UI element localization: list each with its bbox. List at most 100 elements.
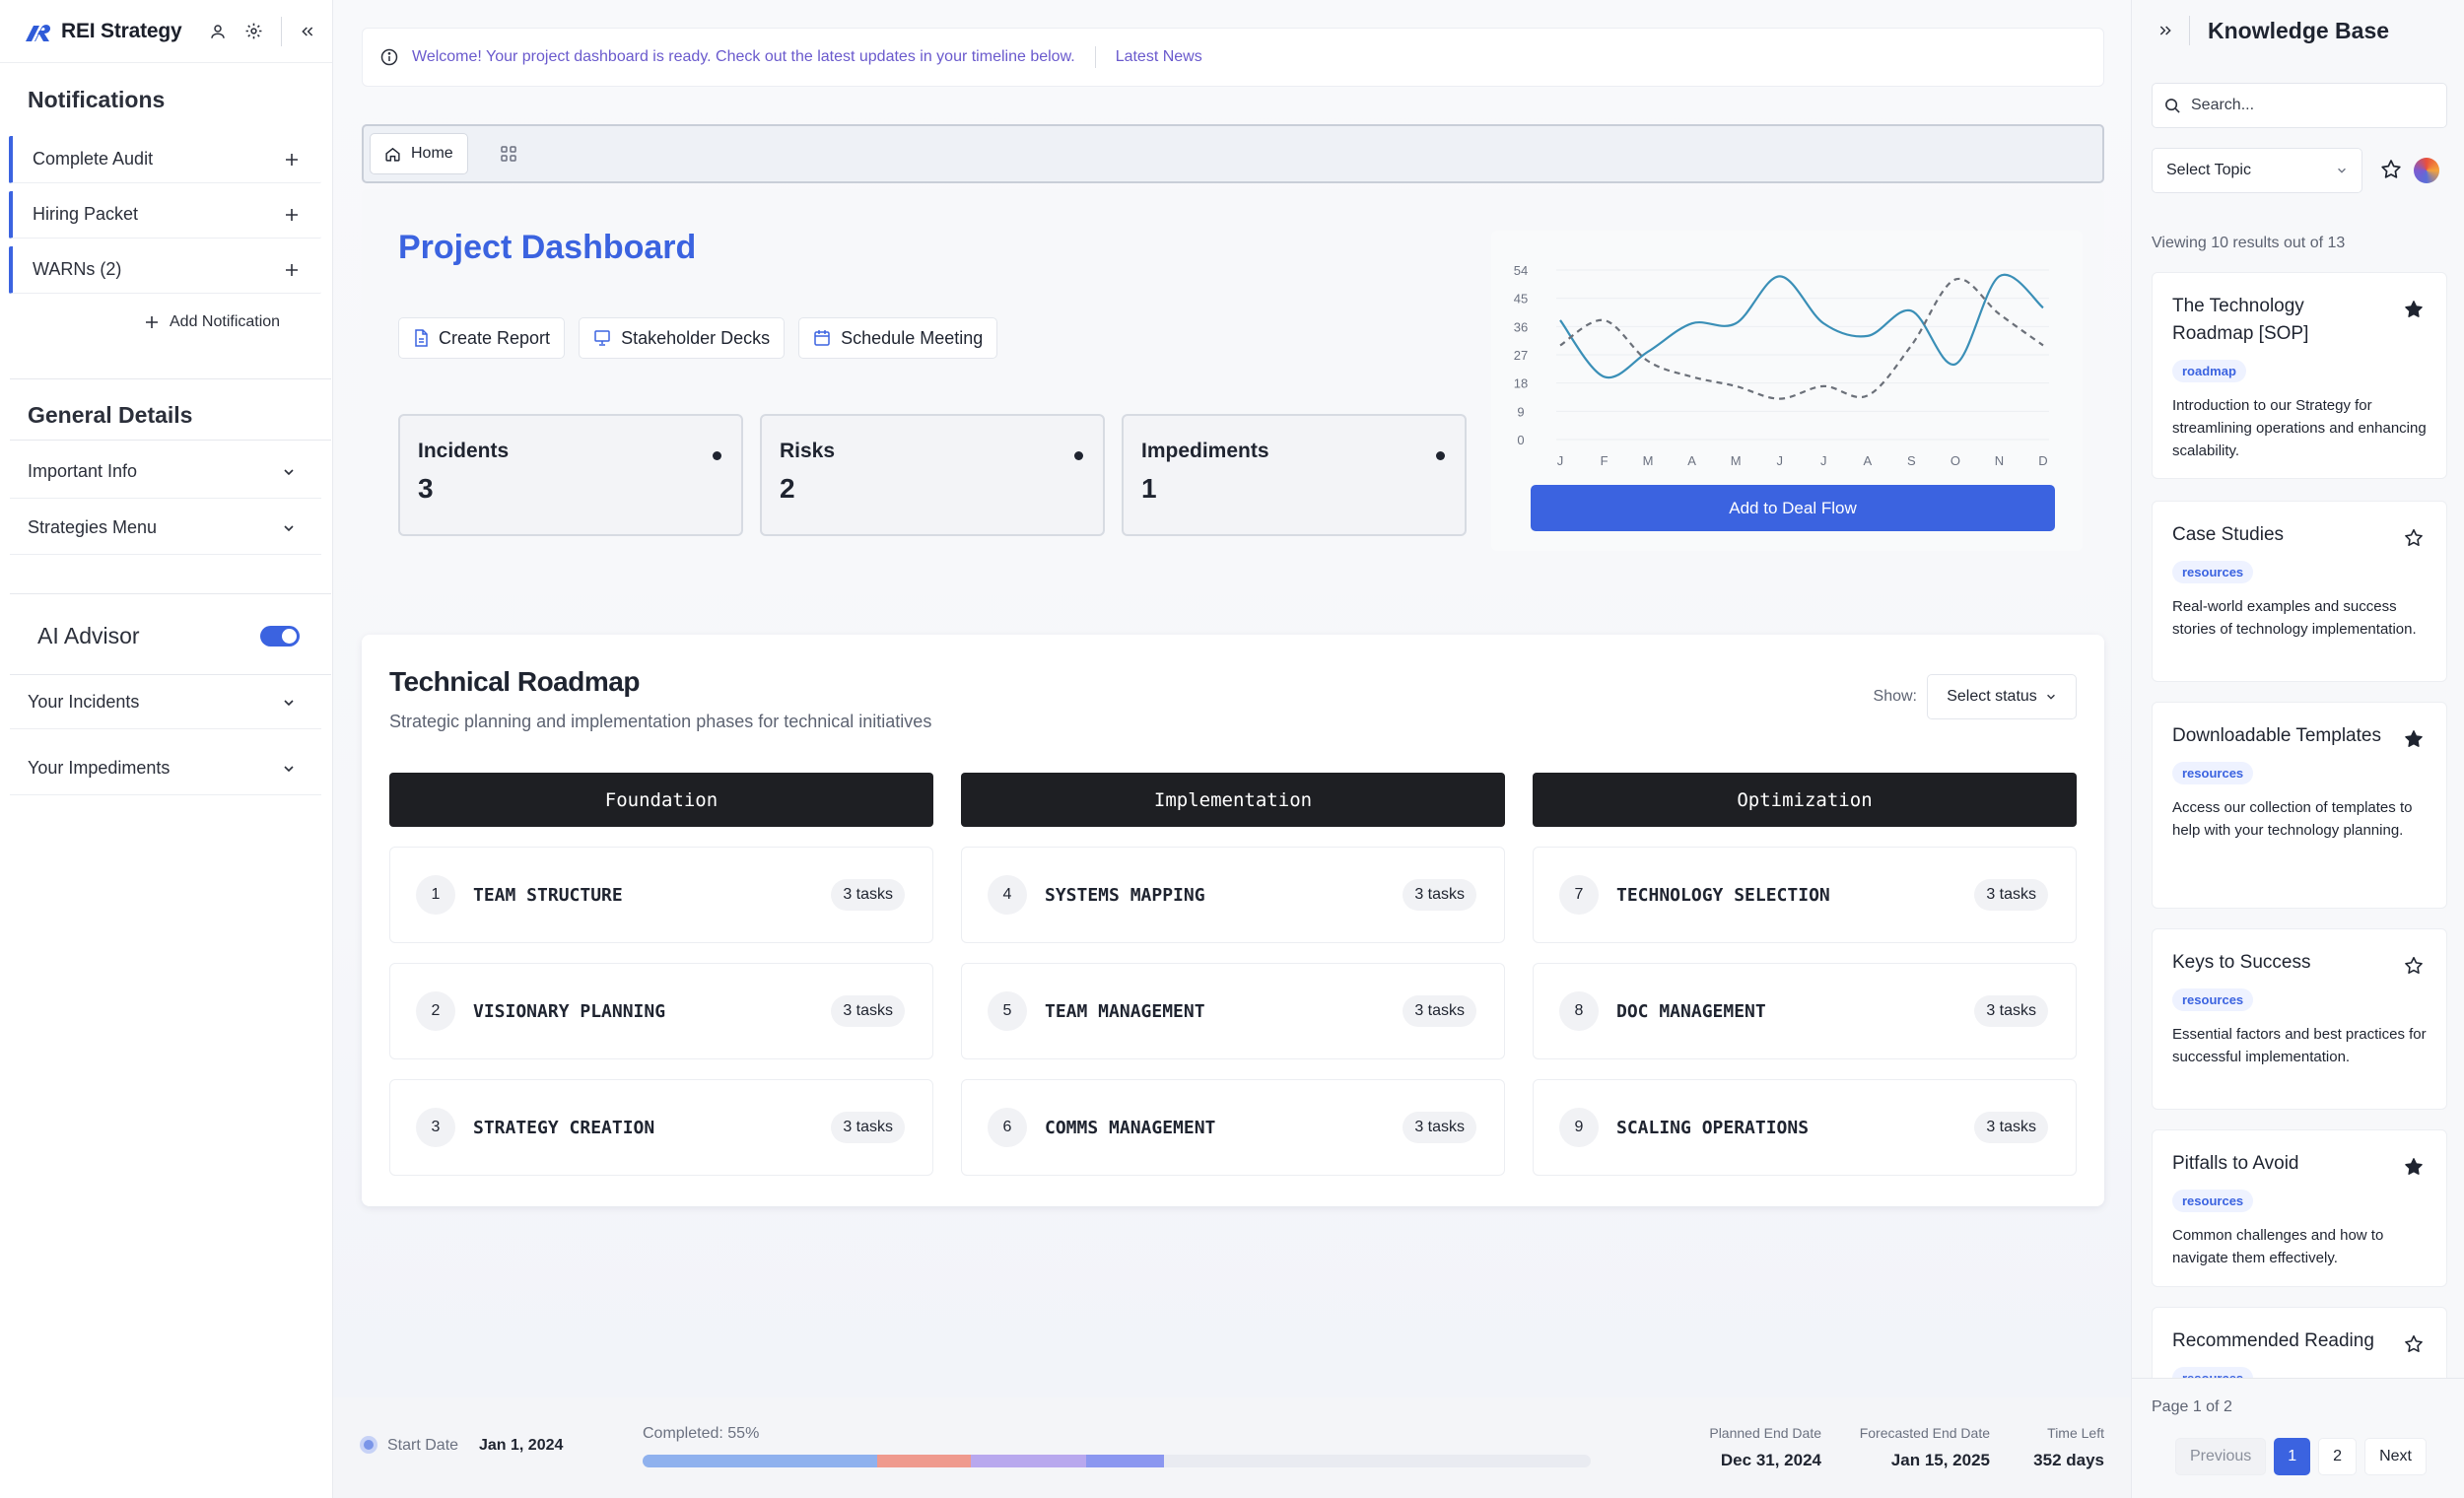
kb-card[interactable]: Keys to Success resources Essential fact… [2152,928,2447,1110]
star-filled-icon[interactable] [2403,728,2425,750]
star-outline-icon[interactable] [2403,955,2425,977]
accordion-your-impediments[interactable]: Your Impediments [10,742,321,795]
avatar[interactable] [2414,158,2439,183]
dashboard-actions: Create Report Stakeholder Decks Schedule… [398,317,998,359]
kb-card[interactable]: Recommended Reading resources [2152,1307,2447,1378]
add-to-deal-flow-button[interactable]: Add to Deal Flow [1531,485,2055,531]
chevron-down-icon [2338,168,2346,173]
dashed-series-line [1559,277,2044,400]
technical-roadmap-panel: Technical Roadmap Strategic planning and… [362,635,2104,1206]
page-2-button[interactable]: 2 [2318,1438,2358,1475]
accordion-important-info[interactable]: Important Info [10,445,321,499]
welcome-banner: Welcome! Your project dashboard is ready… [362,28,2104,87]
incidents-card[interactable]: Incidents 3 [398,414,743,536]
accordion-strategies-menu[interactable]: Strategies Menu [10,502,321,555]
favorites-star-icon[interactable] [2379,158,2403,181]
roadmap-task-card[interactable]: 9 SCALING OPERATIONS 3 tasks [1533,1079,2077,1176]
notification-label: Hiring Packet [33,204,139,224]
notification-item[interactable]: Complete Audit [9,136,321,183]
task-count-badge: 3 tasks [831,879,905,911]
sidebar-header: REI Strategy [0,0,332,63]
progress-segment-1 [643,1455,878,1467]
add-notification-button[interactable]: Add Notification [144,313,280,331]
roadmap-task-card[interactable]: 8 DOC MANAGEMENT 3 tasks [1533,963,2077,1059]
notification-label: Complete Audit [33,149,154,169]
chevron-down-icon [284,524,294,531]
accordion-your-incidents[interactable]: Your Incidents [10,676,321,729]
roadmap-task-card[interactable]: 4 SYSTEMS MAPPING 3 tasks [961,847,1505,943]
trend-line-chart: 0 9 18 27 36 45 54 J F M A M J J A S O N D [1514,263,2049,467]
kb-pagination-footer: Page 1 of 2 Previous 1 2 Next [2132,1378,2464,1498]
gear-icon[interactable] [244,22,263,40]
kb-tag: resources [2172,762,2254,784]
notification-item[interactable]: Hiring Packet [9,191,321,238]
knowledge-base-panel: Knowledge Base Select Topic Viewing 10 r… [2131,0,2464,1498]
kb-header: Knowledge Base [2132,0,2464,61]
grid-icon[interactable] [500,145,517,163]
roadmap-task-card[interactable]: 5 TEAM MANAGEMENT 3 tasks [961,963,1505,1059]
ai-advisor-toggle[interactable] [260,626,300,647]
topic-select-value: Select Topic [2166,162,2251,178]
latest-news-link[interactable]: Latest News [1115,48,1202,65]
y-tick-label: 9 [1517,404,1524,419]
general-details-heading: General Details [28,402,193,428]
toggle-knob [282,629,297,644]
stat-label: Risks [780,440,836,462]
roadmap-task-card[interactable]: 7 TECHNOLOGY SELECTION 3 tasks [1533,847,2077,943]
accordion-label: Your Impediments [28,758,171,778]
kb-card[interactable]: The Technology Roadmap [SOP] roadmap Int… [2152,272,2447,479]
collapse-sidebar-icon[interactable] [300,24,315,39]
plus-icon[interactable] [284,262,300,278]
kb-card-description: Access our collection of templates to he… [2172,799,2413,839]
schedule-meeting-button[interactable]: Schedule Meeting [798,317,998,359]
risks-card[interactable]: Risks 2 [760,414,1105,536]
plus-icon[interactable] [284,152,300,168]
kb-card[interactable]: Case Studies resources Real-world exampl… [2152,501,2447,682]
star-filled-icon[interactable] [2403,1156,2425,1178]
expand-panel-icon[interactable] [2157,23,2173,38]
roadmap-task-card[interactable]: 1 TEAM STRUCTURE 3 tasks [389,847,933,943]
y-tick-label: 36 [1514,319,1528,334]
notification-item[interactable]: WARNs (2) [9,246,321,294]
divider [10,378,331,379]
user-icon[interactable] [209,23,227,40]
kb-tag: resources [2172,1190,2254,1212]
x-tick-label: N [1995,453,2004,467]
stakeholder-decks-button[interactable]: Stakeholder Decks [579,317,786,359]
logo[interactable]: REI Strategy [24,20,182,43]
task-count-badge: 3 tasks [1403,879,1476,911]
status-select[interactable]: Select status [1927,674,2077,719]
x-tick-label: J [1776,453,1783,467]
page-1-button[interactable]: 1 [2274,1438,2311,1475]
plus-icon[interactable] [284,207,300,223]
stat-label: Impediments [1141,440,1269,462]
kb-card[interactable]: Downloadable Templates resources Access … [2152,702,2447,909]
x-tick-label: O [1951,453,1960,467]
topic-select[interactable]: Select Topic [2152,148,2362,193]
star-filled-icon[interactable] [2403,299,2425,320]
accordion-label: Important Info [28,461,138,481]
search-input[interactable] [2191,97,2437,114]
x-tick-label: F [1601,453,1608,467]
search-icon [2165,98,2180,113]
impediments-card[interactable]: Impediments 1 [1122,414,1467,536]
roadmap-task-card[interactable]: 3 STRATEGY CREATION 3 tasks [389,1079,933,1176]
kb-tag: resources [2172,988,2254,1011]
create-report-button[interactable]: Create Report [398,317,566,359]
x-tick-label: M [1643,453,1654,467]
kb-card[interactable]: Pitfalls to Avoid resources Common chall… [2152,1129,2447,1287]
star-outline-icon[interactable] [2403,1333,2425,1355]
next-page-button[interactable]: Next [2364,1438,2427,1475]
tab-home[interactable]: Home [370,133,468,174]
notification-label: WARNs (2) [33,259,122,279]
roadmap-subtitle: Strategic planning and implementation ph… [389,712,932,731]
x-tick-label: J [1820,453,1827,467]
roadmap-title: Technical Roadmap [389,666,640,697]
roadmap-task-card[interactable]: 2 VISIONARY PLANNING 3 tasks [389,963,933,1059]
previous-page-button[interactable]: Previous [2175,1438,2267,1475]
star-outline-icon[interactable] [2403,527,2425,549]
task-name: VISIONARY PLANNING [473,1000,666,1022]
task-count-badge: 3 tasks [831,995,905,1027]
document-icon [415,329,428,347]
roadmap-task-card[interactable]: 6 COMMS MANAGEMENT 3 tasks [961,1079,1505,1176]
